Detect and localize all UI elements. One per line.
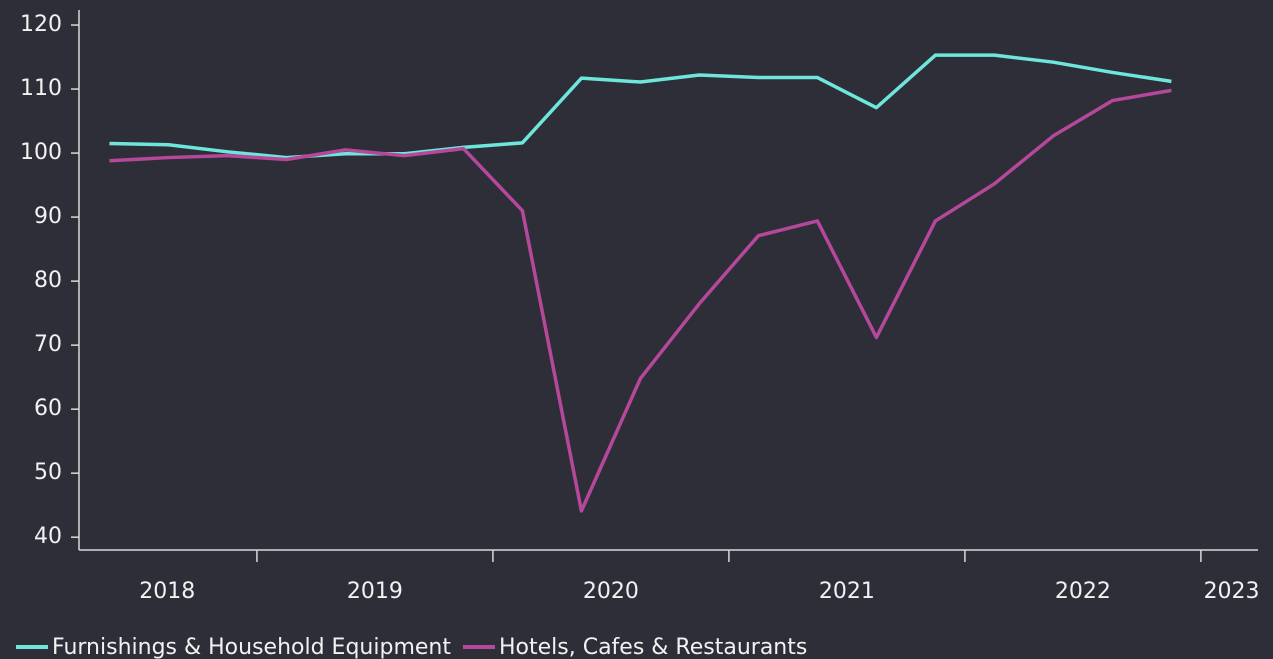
x-tick-label: 2023: [1204, 579, 1260, 604]
x-tick-label: 2018: [139, 579, 195, 604]
series-line: [109, 88, 1172, 513]
y-tick-label: 60: [34, 396, 62, 421]
x-tick-label: 2021: [819, 579, 875, 604]
y-tick-label: 100: [20, 140, 62, 165]
x-tick-label: 2022: [1055, 579, 1111, 604]
y-tick-label: 90: [34, 204, 62, 229]
legend-label: Furnishings & Household Equipment: [52, 635, 451, 659]
y-tick-label: 120: [20, 12, 62, 37]
y-tick-label: 80: [34, 268, 62, 293]
y-tick-label: 40: [34, 524, 62, 549]
x-tick-label: 2020: [583, 579, 639, 604]
y-tick-label: 70: [34, 332, 62, 357]
series-line: [109, 53, 1172, 160]
legend-label: Hotels, Cafes & Restaurants: [499, 635, 807, 659]
y-tick-label: 110: [20, 76, 62, 101]
y-tick-label: 50: [34, 460, 62, 485]
x-tick-label: 2019: [347, 579, 403, 604]
